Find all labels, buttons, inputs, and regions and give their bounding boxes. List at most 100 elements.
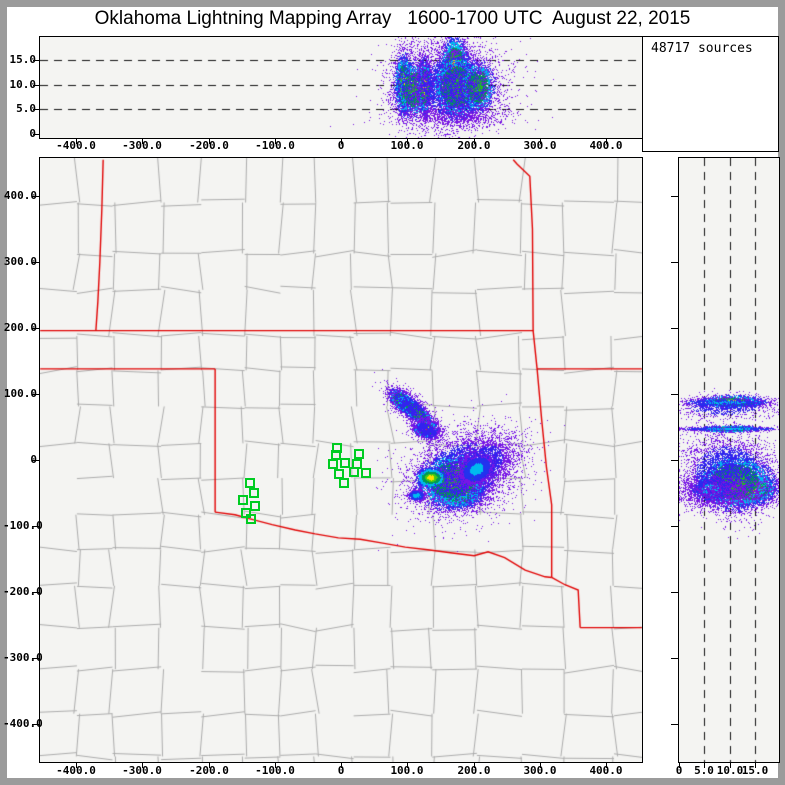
sources-count-label: 48717 sources (651, 41, 753, 56)
station-marker (338, 478, 349, 489)
tick-mark (76, 138, 77, 144)
tick-label: 10.0 (716, 764, 744, 777)
tick-mark (671, 196, 679, 197)
station-marker (237, 495, 248, 506)
tick-mark (671, 394, 679, 395)
tick-mark (474, 762, 475, 768)
tick-mark (606, 138, 607, 144)
tick-mark (730, 762, 731, 768)
tick-label: -200.0 (189, 764, 229, 777)
tick-mark (32, 526, 40, 527)
tick-mark (275, 138, 276, 144)
tick-mark (704, 762, 705, 768)
tick-label: 0 (3, 454, 37, 466)
tick-label: 15.0 (9, 53, 37, 66)
tick-label: 0 (675, 764, 683, 777)
tick-label: 300.0 (523, 764, 557, 777)
altitude-ew-plot[interactable] (40, 37, 642, 138)
plan-view-map-panel (39, 157, 643, 763)
tick-mark (606, 762, 607, 768)
tick-mark (671, 592, 679, 593)
tick-mark (407, 138, 408, 144)
station-marker (249, 501, 260, 512)
tick-mark (32, 658, 40, 659)
tick-mark (33, 85, 40, 86)
tick-label: 5.0 (694, 764, 714, 777)
tick-label: -100.0 (3, 519, 43, 532)
tick-mark (32, 460, 40, 461)
tick-label: 200.0 (457, 764, 491, 777)
tick-label: 0 (337, 139, 345, 152)
tick-mark (679, 762, 680, 768)
altitude-ns-panel (678, 157, 780, 763)
station-marker (245, 478, 256, 489)
tick-label: 0 (2, 128, 36, 140)
tick-label: 300.0 (3, 255, 37, 268)
tick-mark (341, 138, 342, 144)
page-title: Oklahoma Lightning Mapping Array 1600-17… (94, 8, 691, 29)
tick-label: -100.0 (255, 139, 295, 152)
tick-mark (275, 762, 276, 768)
station-marker (249, 488, 260, 498)
tick-mark (32, 196, 40, 197)
tick-label: -400.0 (56, 764, 96, 777)
tick-mark (142, 762, 143, 768)
tick-label: 400.0 (589, 139, 623, 152)
tick-mark (341, 762, 342, 768)
tick-mark (33, 134, 40, 135)
tick-label: 200.0 (457, 139, 491, 152)
tick-label: -300.0 (122, 764, 162, 777)
tick-mark (671, 460, 679, 461)
altitude-ew-panel (39, 36, 643, 139)
tick-mark (32, 724, 40, 725)
tick-label: 400.0 (3, 189, 37, 202)
tick-mark (671, 262, 679, 263)
tick-label: -300.0 (3, 651, 43, 664)
tick-mark (540, 762, 541, 768)
tick-mark (32, 328, 40, 329)
altitude-ns-plot[interactable] (679, 158, 779, 762)
tick-label: -200.0 (3, 585, 43, 598)
station-marker (339, 457, 350, 468)
tick-label: 300.0 (523, 139, 557, 152)
tick-label: 0 (337, 764, 345, 777)
tick-mark (671, 526, 679, 527)
station-marker (361, 468, 372, 479)
tick-mark (755, 762, 756, 768)
tick-label: 100.0 (390, 139, 424, 152)
tick-label: -200.0 (189, 139, 229, 152)
tick-label: 10.0 (9, 78, 37, 91)
tick-mark (32, 262, 40, 263)
tick-label: 5.0 (16, 102, 36, 115)
tick-label: 100.0 (390, 764, 424, 777)
tick-mark (671, 724, 679, 725)
tick-mark (33, 109, 40, 110)
station-marker (353, 449, 364, 460)
station-marker (351, 458, 362, 469)
tick-mark (209, 762, 210, 768)
tick-mark (209, 138, 210, 144)
tick-mark (32, 592, 40, 593)
station-marker (332, 443, 343, 454)
tick-label: -100.0 (255, 764, 295, 777)
station-marker (328, 458, 339, 469)
tick-mark (142, 138, 143, 144)
tick-label: 200.0 (3, 321, 37, 334)
tick-mark (540, 138, 541, 144)
tick-label: 400.0 (589, 764, 623, 777)
tick-label: -400.0 (56, 139, 96, 152)
tick-label: 100.0 (3, 387, 37, 400)
tick-mark (671, 658, 679, 659)
tick-label: -400.0 (3, 717, 43, 730)
tick-mark (671, 328, 679, 329)
tick-label: -300.0 (122, 139, 162, 152)
tick-mark (407, 762, 408, 768)
sources-count-box: 48717 sources (642, 36, 779, 152)
station-marker (245, 513, 256, 524)
tick-label: 15.0 (741, 764, 769, 777)
station-marker (334, 468, 344, 479)
tick-mark (32, 394, 40, 395)
tick-mark (474, 138, 475, 144)
tick-mark (76, 762, 77, 768)
